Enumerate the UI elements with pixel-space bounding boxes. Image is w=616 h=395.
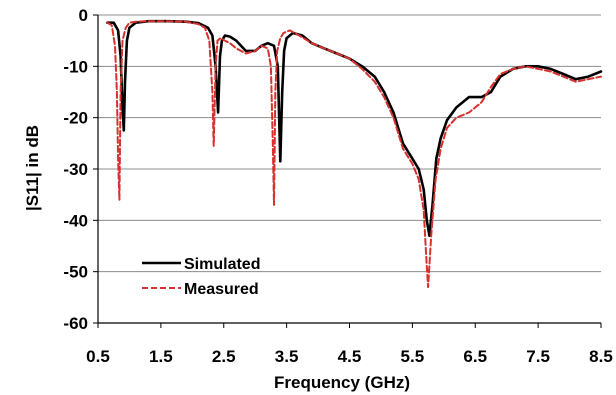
legend: Simulated Measured	[142, 256, 260, 298]
x-tick-label: 2.5	[212, 347, 236, 366]
series-line-simulated	[106, 19, 603, 237]
y-axis-title: |S11| in dB	[23, 125, 42, 211]
y-tick-label: -30	[63, 160, 88, 179]
legend-label-simulated: Simulated	[184, 256, 260, 273]
x-tick-label: 0.5	[86, 347, 110, 366]
x-axis-title: Frequency (GHz)	[274, 373, 410, 392]
x-tick-label: 3.5	[275, 347, 299, 366]
y-tick-label: -10	[63, 57, 88, 76]
y-tick-label: -50	[63, 263, 88, 282]
gridlines	[98, 14, 601, 273]
axes	[93, 14, 602, 328]
y-tick-label: -20	[63, 109, 88, 128]
tick-labels: 0 -10 -20 -30 -40 -50 -60 0.5 1.5 2.5 3.5 4.5 5.5 6.5…	[63, 6, 612, 366]
x-tick-label: 5.5	[401, 347, 425, 366]
series-lines	[106, 19, 603, 289]
legend-label-measured: Measured	[184, 281, 259, 298]
x-tick-label: 1.5	[149, 347, 173, 366]
x-tick-label: 6.5	[463, 347, 487, 366]
x-tick-label: 8.5	[589, 347, 613, 366]
x-tick-label: 7.5	[526, 347, 550, 366]
y-tick-label: 0	[79, 6, 88, 25]
y-tick-label: -60	[63, 314, 88, 333]
x-tick-label: 4.5	[338, 347, 362, 366]
y-tick-label: -40	[63, 211, 88, 230]
series-line-measured	[106, 20, 602, 289]
